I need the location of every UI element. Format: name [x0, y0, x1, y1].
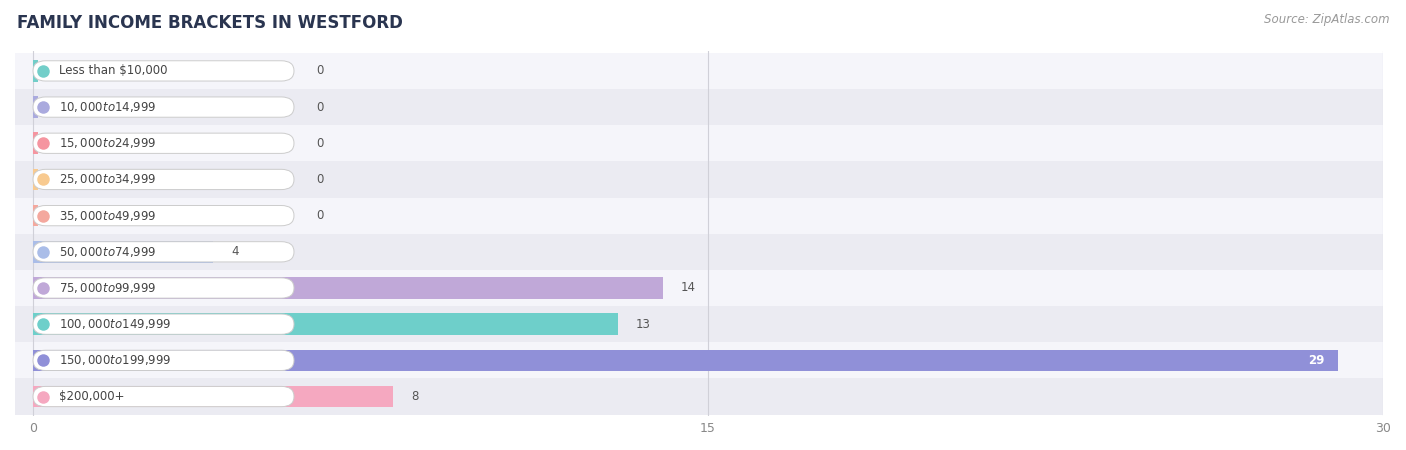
Text: 0: 0 — [316, 64, 323, 77]
Bar — [32, 277, 664, 299]
Bar — [15, 53, 1384, 89]
Text: Source: ZipAtlas.com: Source: ZipAtlas.com — [1264, 14, 1389, 27]
FancyBboxPatch shape — [32, 169, 294, 189]
Bar — [15, 89, 1384, 125]
FancyBboxPatch shape — [32, 206, 294, 226]
Text: $15,000 to $24,999: $15,000 to $24,999 — [59, 136, 156, 150]
Text: $100,000 to $149,999: $100,000 to $149,999 — [59, 317, 172, 331]
Bar — [32, 313, 619, 335]
Bar — [15, 306, 1384, 342]
Bar — [15, 125, 1384, 162]
FancyBboxPatch shape — [32, 61, 294, 81]
FancyBboxPatch shape — [32, 387, 294, 407]
Bar — [15, 270, 1384, 306]
Text: $35,000 to $49,999: $35,000 to $49,999 — [59, 209, 156, 223]
Bar — [15, 234, 1384, 270]
Text: $150,000 to $199,999: $150,000 to $199,999 — [59, 353, 172, 367]
Text: 14: 14 — [681, 282, 696, 294]
FancyBboxPatch shape — [32, 314, 294, 334]
Text: $50,000 to $74,999: $50,000 to $74,999 — [59, 245, 156, 259]
Text: 0: 0 — [316, 209, 323, 222]
Bar — [15, 162, 1384, 198]
Text: 4: 4 — [231, 245, 239, 258]
Text: 29: 29 — [1308, 354, 1324, 367]
Bar — [32, 350, 1339, 371]
Text: $75,000 to $99,999: $75,000 to $99,999 — [59, 281, 156, 295]
Text: Less than $10,000: Less than $10,000 — [59, 64, 167, 77]
Bar — [32, 205, 38, 226]
Text: FAMILY INCOME BRACKETS IN WESTFORD: FAMILY INCOME BRACKETS IN WESTFORD — [17, 14, 402, 32]
Bar — [15, 342, 1384, 378]
FancyBboxPatch shape — [32, 97, 294, 117]
Text: 13: 13 — [636, 318, 651, 331]
Text: $200,000+: $200,000+ — [59, 390, 124, 403]
Bar — [15, 378, 1384, 414]
Text: 0: 0 — [316, 173, 323, 186]
Text: 0: 0 — [316, 101, 323, 113]
Text: 0: 0 — [316, 137, 323, 150]
Text: 8: 8 — [411, 390, 419, 403]
Bar — [32, 386, 394, 407]
FancyBboxPatch shape — [32, 133, 294, 153]
Text: $25,000 to $34,999: $25,000 to $34,999 — [59, 172, 156, 186]
Bar — [15, 198, 1384, 234]
FancyBboxPatch shape — [32, 242, 294, 262]
Text: $10,000 to $14,999: $10,000 to $14,999 — [59, 100, 156, 114]
FancyBboxPatch shape — [32, 278, 294, 298]
Bar — [32, 132, 38, 154]
Bar — [32, 241, 214, 263]
Bar — [32, 169, 38, 190]
Bar — [32, 96, 38, 118]
Bar — [32, 60, 38, 82]
FancyBboxPatch shape — [32, 350, 294, 370]
